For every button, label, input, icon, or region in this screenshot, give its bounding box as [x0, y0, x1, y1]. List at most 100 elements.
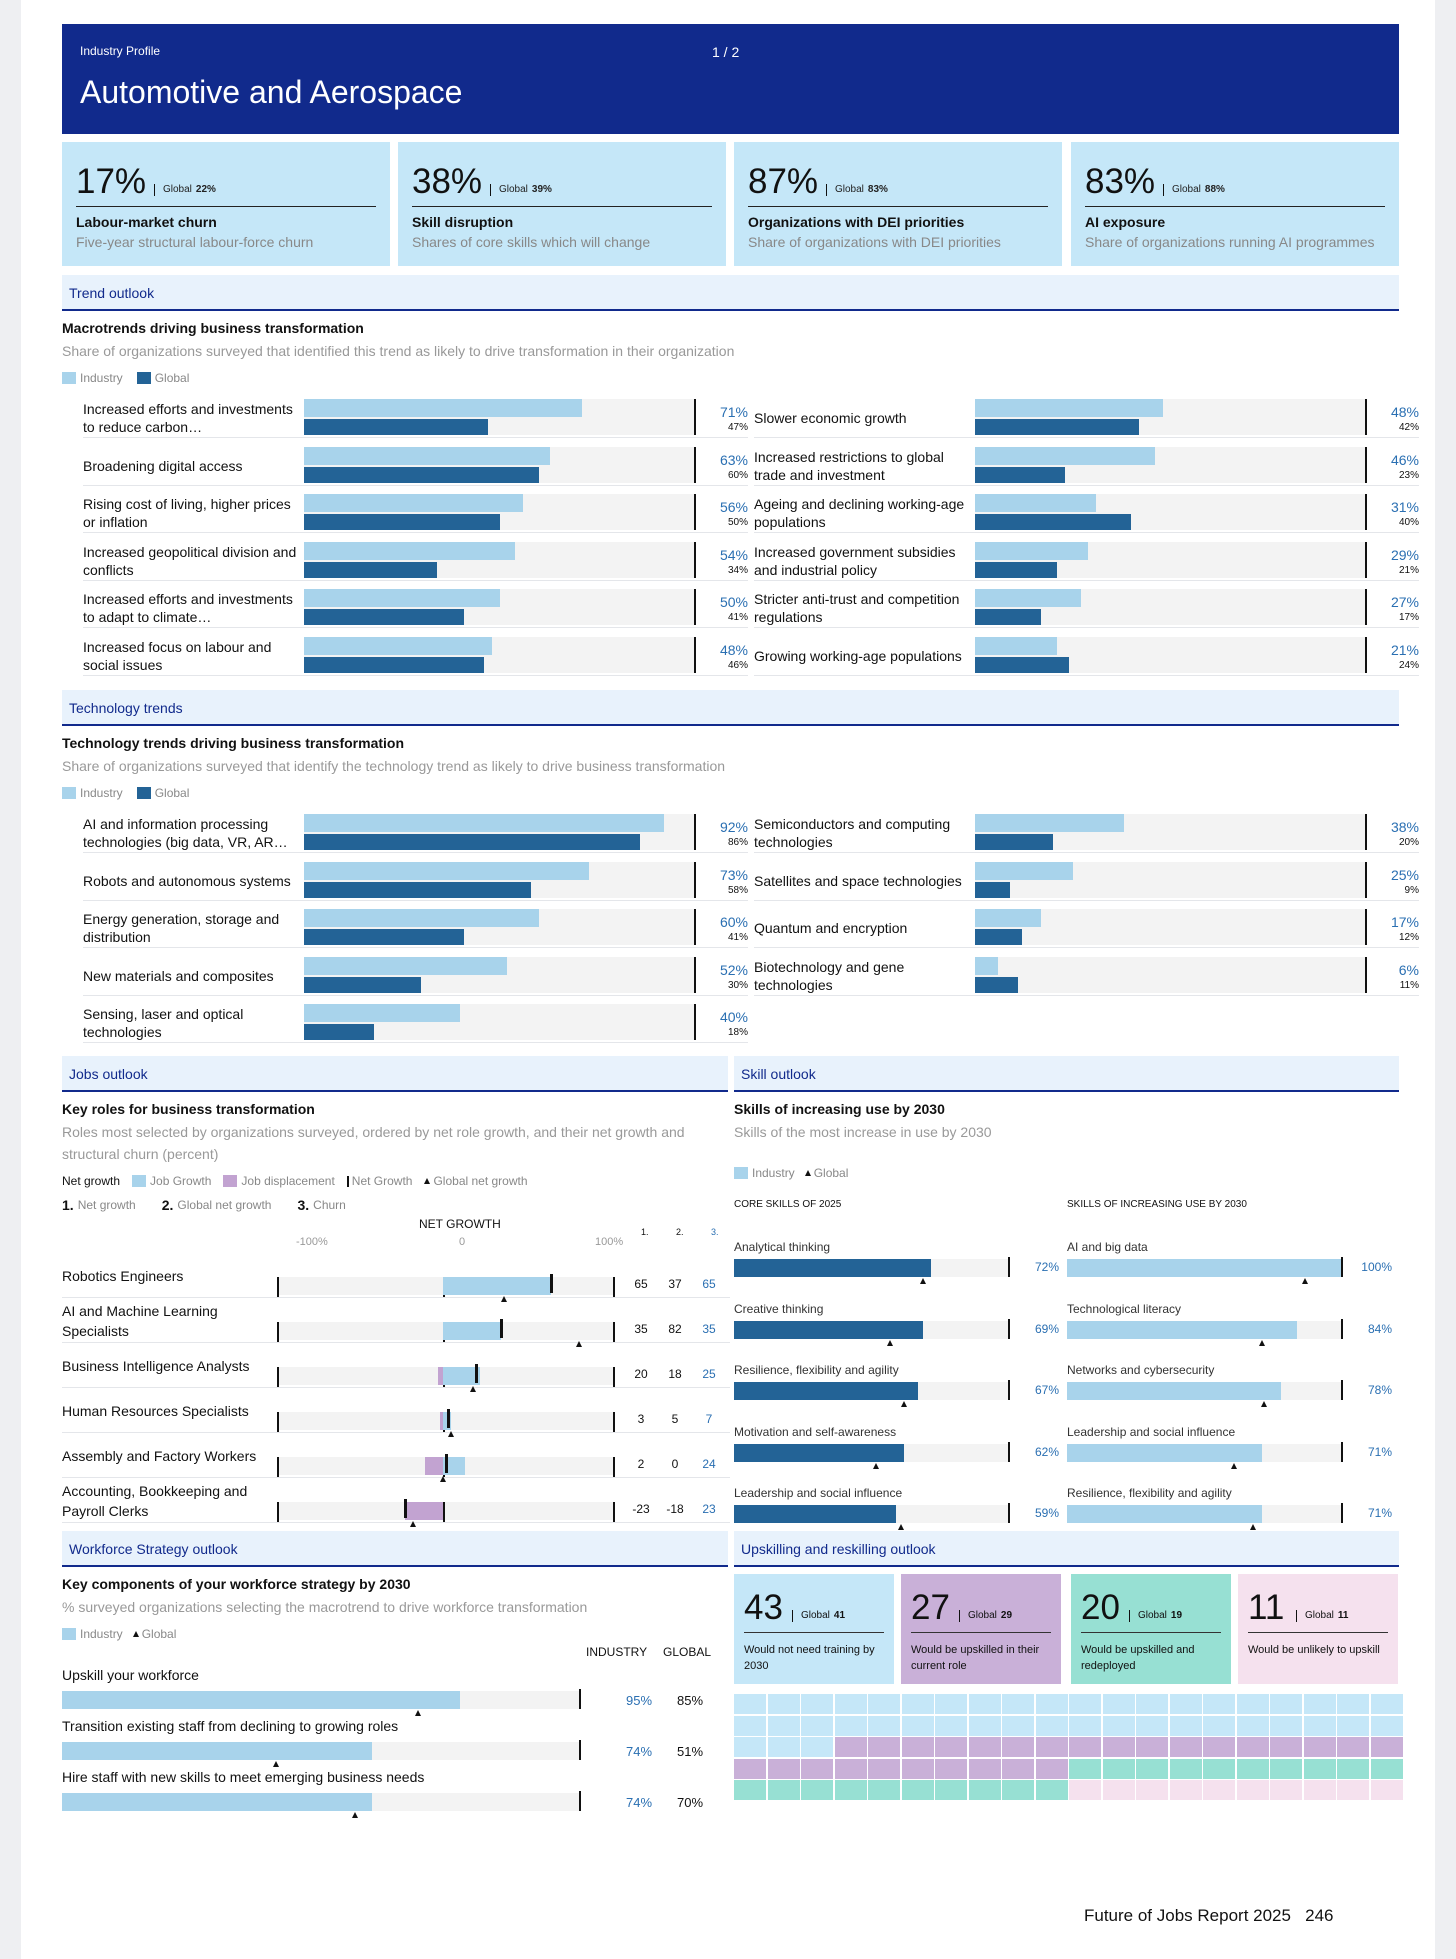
tech-row-label: AI and information processing technologi… [83, 813, 303, 853]
tech-row-label-text: Sensing, laser and optical technologies [83, 1006, 244, 1040]
trend-row: Ageing and declining working-age populat… [754, 493, 1419, 533]
legend-triangle-icon [424, 1178, 431, 1184]
waffle-cell [1270, 1737, 1302, 1757]
waffle-cell [734, 1715, 766, 1736]
trend-industry-value: 48% [1390, 404, 1419, 420]
skill-bar [734, 1259, 932, 1277]
kpi-global-value: 22% [195, 184, 216, 195]
key-2-label: Global net growth [177, 1198, 272, 1212]
legend-job-displacement: Job displacement [241, 1174, 335, 1188]
skill-row: Motivation and self-awareness 62% [734, 1425, 1059, 1487]
trend-global-bar [304, 561, 437, 578]
trend-industry-value: 50% [719, 594, 748, 610]
trend-track [975, 399, 1366, 435]
skill-label: Resilience, flexibility and agility [1067, 1486, 1232, 1500]
waffle-cell [935, 1780, 967, 1800]
waffle-cell [1069, 1694, 1101, 1714]
skill-track [734, 1320, 1009, 1339]
trend-industry-value: 63% [719, 451, 748, 468]
tech-title: Technology trends driving business trans… [62, 735, 405, 751]
global-net-marker [501, 1296, 508, 1302]
waffle-cell [734, 1758, 766, 1779]
skill-row: Creative thinking 69% [734, 1302, 1059, 1364]
waffle-cell [801, 1715, 833, 1736]
trend-row-label: Slower economic growth [754, 398, 974, 438]
legend-industry: Industry [80, 371, 123, 385]
skill-track [734, 1505, 1009, 1523]
tech-row-label-text: Biotechnology and gene technologies [754, 958, 905, 993]
skill-bar [734, 1382, 918, 1400]
waffle-cell [1303, 1780, 1336, 1800]
page-title: Automotive and Aerospace [80, 74, 463, 110]
tech-global-bar [304, 1024, 375, 1040]
workforce-global-marker [414, 1710, 421, 1716]
skill-global-marker [1302, 1278, 1309, 1284]
tech-global-bar [975, 881, 1011, 898]
net-growth-mark [475, 1364, 479, 1383]
legend-industry-swatch [734, 1167, 748, 1179]
skill-end-line [1341, 1380, 1343, 1400]
kpi-title: Labour-market churn [76, 214, 217, 230]
upskill-text: Would be unlikely to upskill [1248, 1644, 1380, 1656]
trend-row: Growing working-age populations 21% 24% [754, 636, 1419, 676]
waffle-cell [1203, 1780, 1235, 1800]
waffle-cell [868, 1715, 900, 1736]
key-1-label: Net growth [77, 1198, 136, 1212]
workforce-global-value: 70% [676, 1795, 704, 1810]
waffle-cell [1169, 1737, 1202, 1757]
tech-industry-bar [304, 814, 664, 832]
waffle-cell [1303, 1737, 1336, 1757]
trend-global-bar [975, 561, 1058, 578]
legend-net-growth: Net growth [62, 1174, 121, 1188]
tech-track [304, 1004, 695, 1040]
waffle-cell [1270, 1758, 1302, 1779]
tech-global-value: 18% [727, 1027, 748, 1038]
kpi-global-value: 39% [531, 184, 552, 195]
waffle-cell [1303, 1694, 1336, 1714]
section-jobs-outlook: Jobs outlook [62, 1056, 728, 1092]
upskill-global-value: 29 [1000, 1610, 1013, 1621]
trend-row: Increased efforts and investments to red… [83, 398, 748, 438]
section-trend-outlook: Trend outlook [62, 275, 1399, 311]
workforce-row: Upskill your workforce 95% 85% [62, 1667, 722, 1719]
workforce-industry-value: 95% [625, 1693, 653, 1708]
waffle-cell [868, 1694, 900, 1714]
skill-global-marker [920, 1278, 927, 1284]
footer: Future of Jobs Report 2025 246 [1084, 1906, 1334, 1926]
skill-bar [734, 1320, 924, 1339]
upskill-card: 27 Global 29 Would be upskilled in their cu… [901, 1574, 1061, 1684]
skill-row: Analytical thinking 72% [734, 1240, 1059, 1302]
trend-row-label: Increased restrictions to global trade a… [754, 446, 974, 486]
trend-end-line [694, 494, 696, 530]
kpi-card: 17% Global 22% Labour-market churn Five-year… [62, 142, 390, 266]
waffle-cell [1102, 1737, 1135, 1757]
section-upskilling: Upskilling and reskilling outlook [734, 1531, 1399, 1567]
tech-end-line [1365, 956, 1367, 993]
tech-track [975, 956, 1366, 993]
footer-page: 246 [1305, 1906, 1334, 1925]
waffle-cell [767, 1758, 800, 1779]
trend-end-line [694, 636, 696, 673]
trend-row: Stricter anti-trust and competition regu… [754, 588, 1419, 628]
legend-job-displacement-swatch [223, 1175, 238, 1187]
skill-bar [1067, 1259, 1341, 1277]
waffle-cell [1136, 1758, 1168, 1779]
tech-industry-value: 40% [719, 1009, 748, 1025]
trend-end-line [1365, 446, 1367, 483]
trend-industry-value: 71% [719, 404, 748, 420]
tech-industry-bar [975, 814, 1124, 832]
kpi-value: 83% [1085, 162, 1156, 201]
skill-end-line [1008, 1503, 1010, 1523]
trend-global-bar [304, 656, 484, 673]
global-net-growth-value: 82 [668, 1322, 682, 1336]
waffle-cell [1002, 1780, 1034, 1800]
role-axis-line [277, 1502, 279, 1522]
trend-track [975, 589, 1366, 625]
skill-label: Creative thinking [734, 1301, 824, 1316]
job-growth-bar [443, 1457, 465, 1475]
waffle-cell [968, 1780, 1001, 1800]
axis-min: -100% [296, 1236, 328, 1248]
upskill-global-label: Global [801, 1610, 830, 1621]
net-growth-mark [403, 1499, 407, 1518]
trend-end-line [694, 589, 696, 625]
